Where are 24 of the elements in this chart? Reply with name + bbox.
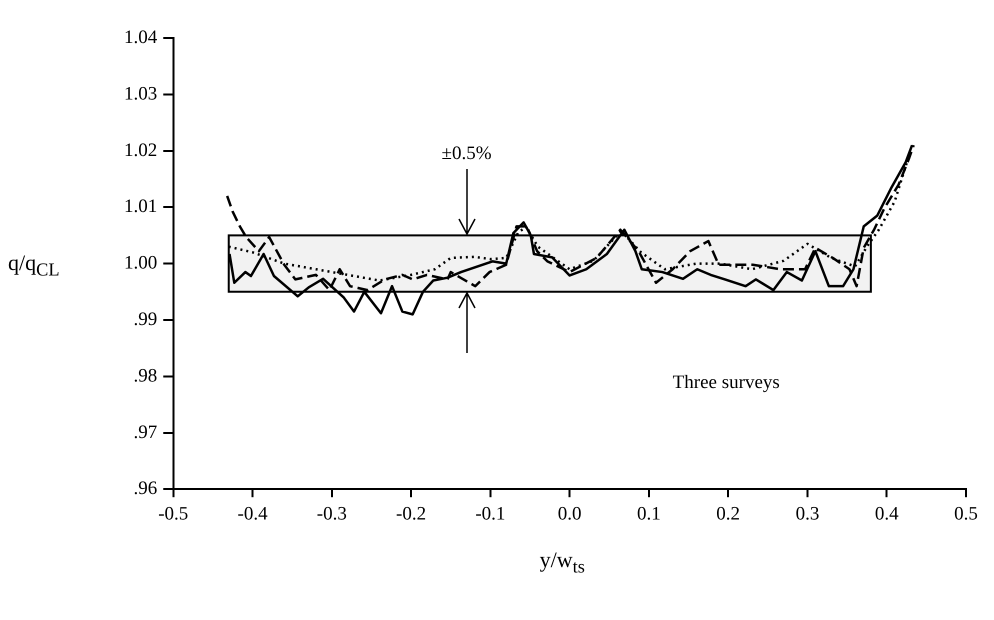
x-tick-label: 0.1 bbox=[637, 504, 661, 525]
annotation: Three surveys bbox=[672, 372, 780, 394]
y-tick-label: .96 bbox=[134, 478, 158, 500]
x-tick-label: -0.5 bbox=[158, 504, 188, 525]
x-tick-label: -0.3 bbox=[316, 504, 347, 525]
annotation: ±0.5% bbox=[442, 143, 492, 166]
x-tick-label: -0.4 bbox=[237, 504, 268, 525]
y-tick-label: .97 bbox=[134, 422, 158, 443]
x-tick-label: -0.2 bbox=[396, 504, 426, 525]
y-tick-label: 1.01 bbox=[124, 196, 158, 218]
x-tick-label: 0.2 bbox=[716, 504, 740, 525]
y-tick-label: 1.04 bbox=[124, 26, 158, 48]
x-tick-label: 0.3 bbox=[796, 504, 820, 525]
y-tick-label: 1.00 bbox=[124, 252, 158, 274]
x-tick-label: 0.5 bbox=[954, 504, 978, 525]
y-tick-label: .98 bbox=[134, 365, 158, 386]
x-tick-label: 0.0 bbox=[558, 504, 582, 525]
y-tick-label: 1.02 bbox=[124, 140, 158, 161]
x-tick-label: -0.1 bbox=[475, 504, 506, 525]
x-axis-title: y/w$_{ts}$ bbox=[540, 547, 585, 578]
y-tick-label: 1.03 bbox=[124, 83, 158, 104]
x-tick-label: 0.4 bbox=[874, 504, 900, 525]
y-tick-label: .99 bbox=[134, 308, 158, 330]
y-axis-title: q/q$_{CL}$ bbox=[8, 250, 60, 280]
